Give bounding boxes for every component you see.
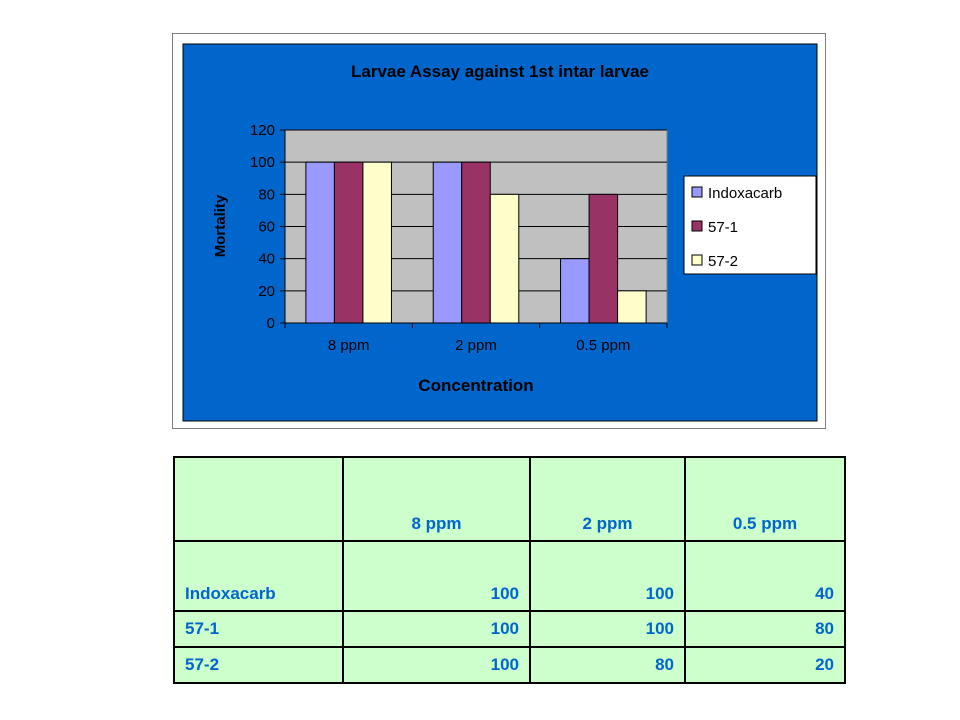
y-axis-label: Mortality bbox=[212, 194, 229, 257]
legend-box bbox=[683, 175, 817, 275]
x-tick-label: 2 ppm bbox=[455, 337, 497, 354]
mortality-bar-chart: 0 20 40 60 80 100 120 8 ppm 2 ppm 0.5 ppm Larvae … bbox=[182, 43, 818, 422]
table-header-row: 8 ppm 2 ppm 0.5 ppm bbox=[173, 456, 846, 542]
table-cell: 100 bbox=[529, 610, 686, 648]
legend-label: 57-2 bbox=[708, 253, 738, 270]
chart-title: Larvae Assay against 1st intar larvae bbox=[351, 62, 649, 81]
table-cell: 100 bbox=[342, 610, 531, 648]
table-cell: 100 bbox=[342, 646, 531, 684]
row-label: 57-1 bbox=[173, 610, 344, 648]
table-row: 57-2 100 80 20 bbox=[173, 646, 846, 684]
y-tick-label: 120 bbox=[250, 122, 275, 139]
y-tick-label: 80 bbox=[258, 186, 275, 203]
table-row: 57-1 100 100 80 bbox=[173, 610, 846, 648]
table-header-cell: 0.5 ppm bbox=[684, 456, 846, 542]
table-cell: 20 bbox=[684, 646, 846, 684]
legend-label: Indoxacarb bbox=[708, 185, 782, 202]
legend: Indoxacarb 57-1 57-2 bbox=[691, 185, 782, 270]
table-cell: 40 bbox=[684, 540, 846, 612]
y-tick-label: 20 bbox=[258, 283, 275, 300]
table-cell: 80 bbox=[529, 646, 686, 684]
legend-swatch bbox=[691, 186, 703, 198]
x-tick-label: 8 ppm bbox=[328, 337, 370, 354]
legend-swatch bbox=[691, 254, 703, 266]
table-row: Indoxacarb 100 100 40 bbox=[173, 540, 846, 612]
table-header-cell: 8 ppm bbox=[342, 456, 531, 542]
y-tick-label: 100 bbox=[250, 154, 275, 171]
data-table: 8 ppm 2 ppm 0.5 ppm Indoxacarb 100 100 4… bbox=[173, 456, 846, 684]
axes: 0 20 40 60 80 100 120 8 ppm 2 ppm 0.5 ppm bbox=[250, 122, 668, 354]
bar-57-2 bbox=[617, 290, 647, 324]
table-header-cell: 2 ppm bbox=[529, 456, 686, 542]
legend-swatch bbox=[691, 220, 703, 232]
table-cell: 100 bbox=[529, 540, 686, 612]
bar-57-1 bbox=[333, 161, 364, 324]
row-label: 57-2 bbox=[173, 646, 344, 684]
bar-57-2 bbox=[362, 161, 392, 324]
chart-frame: 0 20 40 60 80 100 120 8 ppm 2 ppm 0.5 ppm Larvae … bbox=[172, 33, 826, 429]
table-cell: 100 bbox=[342, 540, 531, 612]
bar-57-1 bbox=[588, 193, 619, 324]
y-tick-label: 60 bbox=[258, 219, 275, 236]
x-axis-label: Concentration bbox=[418, 376, 533, 395]
bar-57-1 bbox=[461, 161, 491, 324]
legend-label: 57-1 bbox=[708, 219, 738, 236]
bar-57-2 bbox=[489, 193, 520, 324]
row-label: Indoxacarb bbox=[173, 540, 344, 612]
table-header-empty bbox=[173, 456, 344, 542]
bar-indoxacarb bbox=[305, 161, 335, 324]
bar-indoxacarb bbox=[560, 258, 590, 324]
y-tick-label: 0 bbox=[267, 315, 275, 332]
bar-indoxacarb bbox=[432, 161, 463, 324]
bars bbox=[305, 161, 647, 324]
table-cell: 80 bbox=[684, 610, 846, 648]
y-tick-label: 40 bbox=[258, 251, 275, 268]
x-tick-label: 0.5 ppm bbox=[576, 337, 630, 354]
